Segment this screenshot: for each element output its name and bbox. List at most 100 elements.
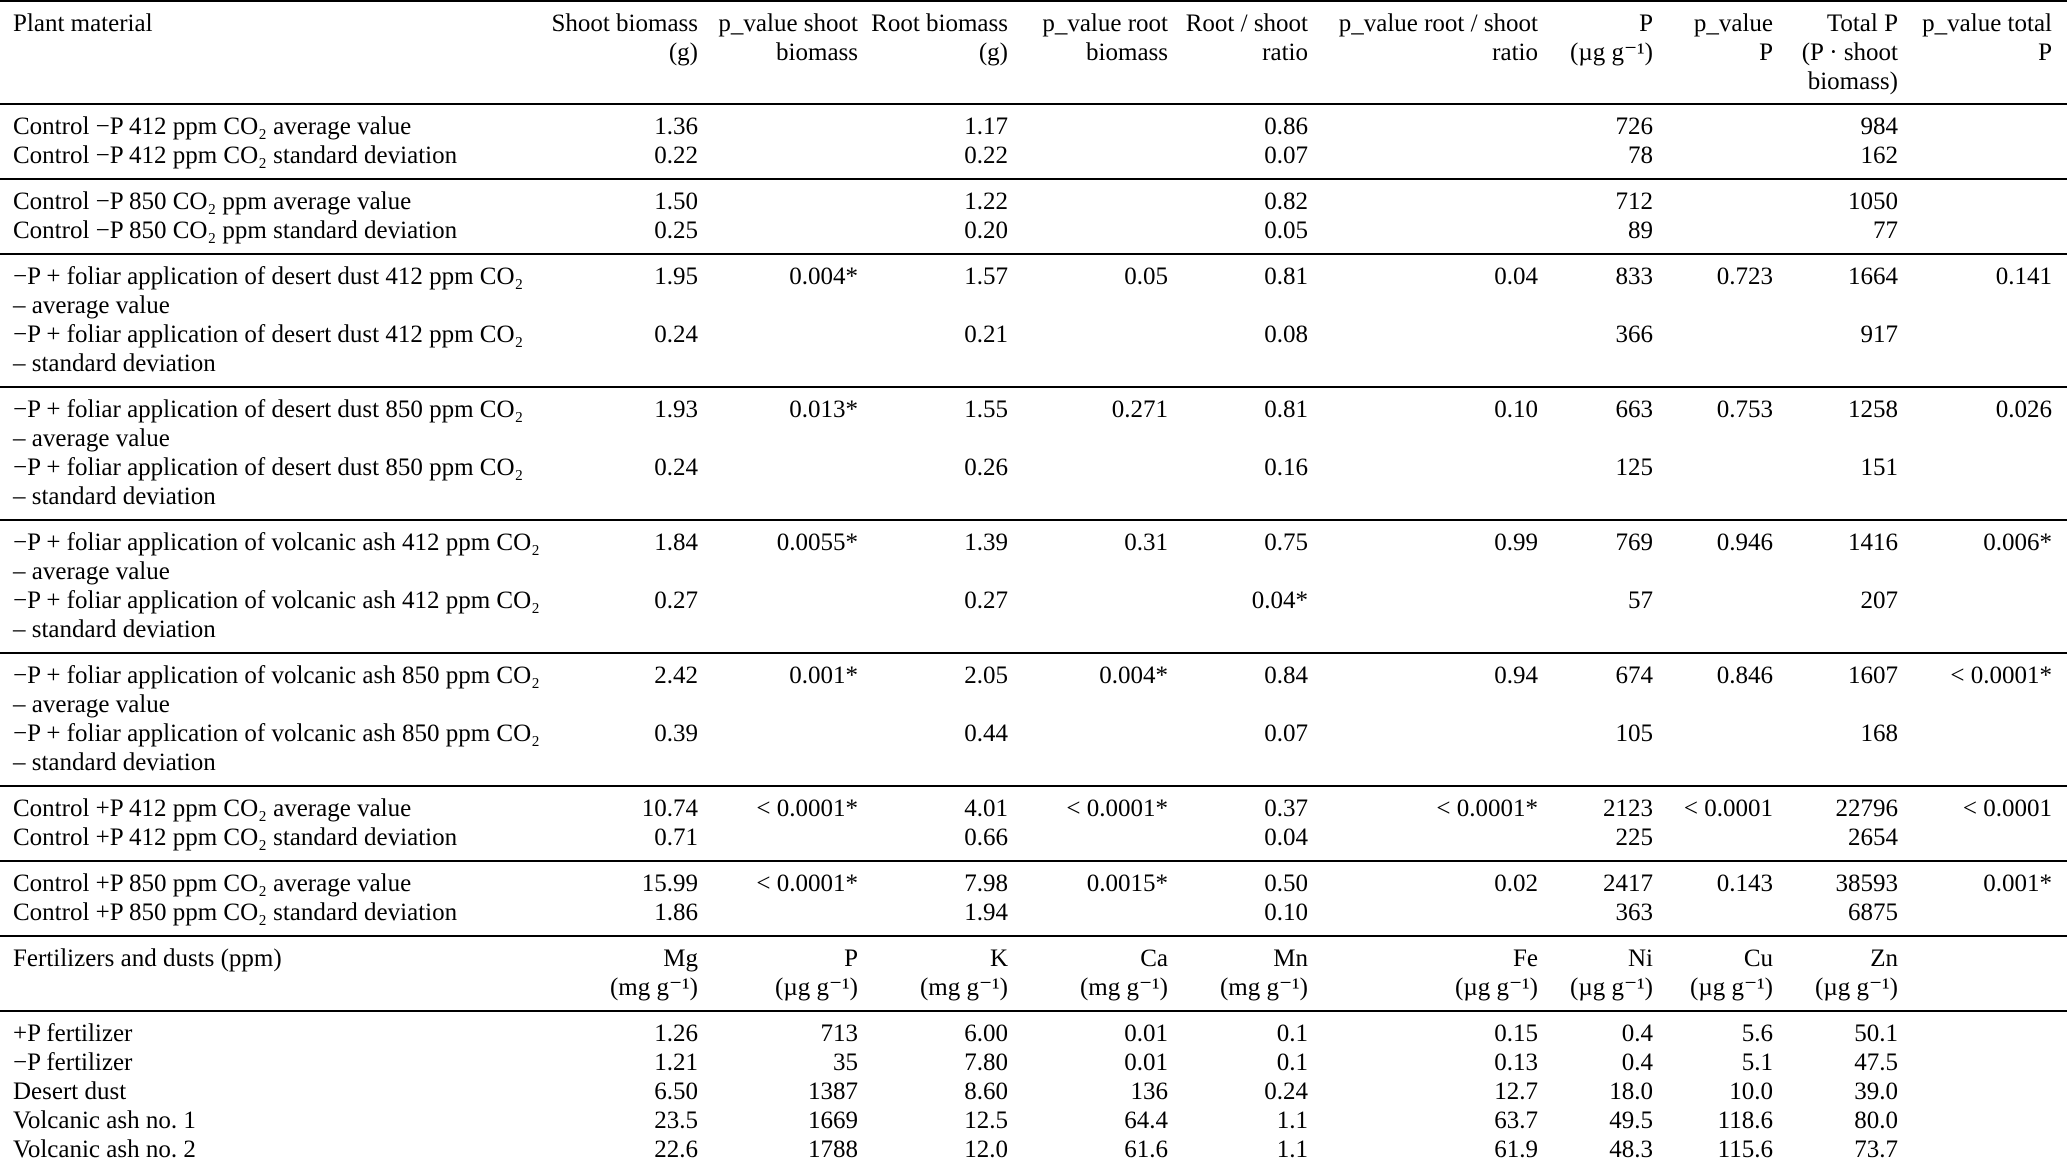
value-cell <box>1008 179 1168 216</box>
element-column-header: Mg (mg g⁻¹) <box>609 945 698 1001</box>
value-cell <box>698 823 858 861</box>
value-cell: 2417 <box>1603 870 1653 897</box>
value-cell: 1050 <box>1848 188 1898 215</box>
value-cell <box>1308 453 1538 520</box>
value-cell: 39.0 <box>1854 1078 1898 1105</box>
value-cell: 366 <box>1615 321 1654 348</box>
value-cell <box>1898 1077 2067 1106</box>
value-cell <box>1898 1011 2067 1048</box>
column-header: Shoot biomass (g) <box>548 1 698 105</box>
value-cell: 10.74 <box>641 795 698 822</box>
value-cell <box>1898 898 2067 936</box>
value-cell: 0.22 <box>654 142 698 169</box>
value-cell: 0.723 <box>1716 263 1773 290</box>
value-cell: 1.36 <box>654 113 698 140</box>
value-cell <box>698 104 858 141</box>
value-cell: 1788 <box>808 1136 858 1163</box>
value-cell <box>1653 216 1773 254</box>
value-cell: 0.07 <box>1264 720 1308 747</box>
table-row: −P + foliar application of desert dust 4… <box>0 254 2067 320</box>
value-cell: 10.0 <box>1729 1078 1773 1105</box>
value-cell <box>698 320 858 387</box>
value-cell: 0.44 <box>964 720 1008 747</box>
value-cell: 1.93 <box>654 396 698 423</box>
value-cell: 0.07 <box>1264 142 1308 169</box>
value-cell <box>698 216 858 254</box>
value-cell: 50.1 <box>1854 1020 1898 1047</box>
value-cell <box>1308 216 1538 254</box>
value-cell: 0.946 <box>1716 529 1773 556</box>
value-cell: 0.05 <box>1264 217 1308 244</box>
element-column-header: Zn (µg g⁻¹) <box>1815 945 1898 1001</box>
value-cell: 225 <box>1615 824 1654 851</box>
table-row: Control −P 412 ppm CO₂ standard deviatio… <box>0 141 2067 179</box>
value-cell <box>1898 1106 2067 1135</box>
value-cell: 0.86 <box>1264 113 1308 140</box>
value-cell <box>1308 104 1538 141</box>
value-cell: 0.50 <box>1264 870 1308 897</box>
value-cell: 5.1 <box>1741 1049 1773 1076</box>
element-column-header: Ni (µg g⁻¹) <box>1570 945 1653 1001</box>
value-cell: 18.0 <box>1609 1078 1653 1105</box>
table-row: −P + foliar application of volcanic ash … <box>0 719 2067 786</box>
value-cell: 0.24 <box>1264 1078 1308 1105</box>
column-header: p_value root biomass <box>1008 1 1168 105</box>
value-cell: 0.25 <box>654 217 698 244</box>
row-group: Control +P 850 ppm CO₂ average value 15.9… <box>0 861 2067 936</box>
value-cell: 0.846 <box>1716 662 1773 689</box>
value-cell: 0.001* <box>1983 870 2052 897</box>
value-cell: 0.37 <box>1264 795 1308 822</box>
row-label: −P + foliar application of desert dust 4… <box>13 263 524 319</box>
value-cell <box>1898 823 2067 861</box>
fertilizers-row-group: +P fertilizer 1.26 713 6.00 0.01 0.1 0.15 0.4 5.… <box>0 1011 2067 1166</box>
value-cell: 5.6 <box>1741 1020 1773 1047</box>
column-header: Root / shoot ratio <box>1168 1 1308 105</box>
row-label: −P + foliar application of desert dust 4… <box>13 321 524 377</box>
value-cell: 7.98 <box>964 870 1008 897</box>
value-cell: 0.99 <box>1494 529 1538 556</box>
fertilizers-header-row: Fertilizers and dusts (ppm) Mg (mg g⁻¹) P … <box>0 936 2067 1011</box>
value-cell: 0.006* <box>1983 529 2052 556</box>
value-cell: 726 <box>1615 113 1654 140</box>
value-cell: 1.84 <box>654 529 698 556</box>
row-label: Control +P 850 ppm CO₂ average value <box>13 870 412 897</box>
value-cell: 12.0 <box>964 1136 1008 1163</box>
value-cell: 663 <box>1615 396 1654 423</box>
value-cell: 8.60 <box>964 1078 1008 1105</box>
value-cell <box>698 719 858 786</box>
column-header: p_value P <box>1653 1 1773 105</box>
value-cell: 1.94 <box>964 899 1008 926</box>
value-cell: 2.42 <box>654 662 698 689</box>
value-cell: 0.753 <box>1716 396 1773 423</box>
row-label: −P fertilizer <box>13 1049 133 1076</box>
row-label: Control +P 412 ppm CO₂ average value <box>13 795 412 822</box>
value-cell: 0.10 <box>1264 899 1308 926</box>
value-cell: 1.1 <box>1276 1136 1308 1163</box>
value-cell: 984 <box>1860 113 1899 140</box>
value-cell <box>1008 141 1168 179</box>
value-cell: 136 <box>1130 1078 1169 1105</box>
value-cell: 0.84 <box>1264 662 1308 689</box>
fertilizer-row: −P fertilizer 1.21 35 7.80 0.01 0.1 0.13 0.4 5.1… <box>0 1048 2067 1077</box>
value-cell: 0.75 <box>1264 529 1308 556</box>
value-cell: 1387 <box>808 1078 858 1105</box>
value-cell: 4.01 <box>964 795 1008 822</box>
value-cell: 0.71 <box>654 824 698 851</box>
column-header: Plant material <box>0 1 548 105</box>
value-cell: 712 <box>1615 188 1654 215</box>
value-cell <box>698 179 858 216</box>
value-cell: 78 <box>1628 142 1653 169</box>
column-header: P (µg g⁻¹) <box>1538 1 1653 105</box>
value-cell: 15.99 <box>641 870 698 897</box>
value-cell: 0.001* <box>789 662 858 689</box>
value-cell: 0.27 <box>654 587 698 614</box>
table-row: Control −P 850 CO₂ ppm average value 1.50… <box>0 179 2067 216</box>
value-cell: 207 <box>1860 587 1899 614</box>
row-label: −P + foliar application of volcanic ash … <box>13 662 540 718</box>
value-cell: 7.80 <box>964 1049 1008 1076</box>
value-cell: 0.24 <box>654 454 698 481</box>
value-cell: 0.01 <box>1124 1049 1168 1076</box>
value-cell: 115.6 <box>1717 1136 1773 1163</box>
value-cell: 61.6 <box>1124 1136 1168 1163</box>
